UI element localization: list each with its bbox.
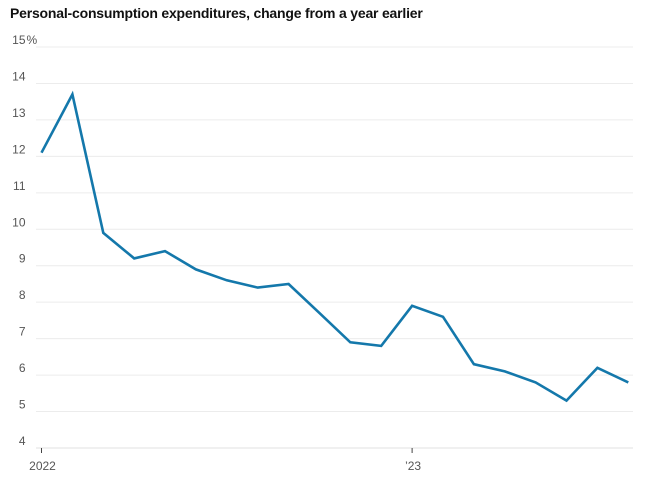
y-tick-label: 13 bbox=[12, 106, 26, 120]
pce-data-line bbox=[40, 90, 629, 403]
x-tick-label: 2022 bbox=[29, 459, 56, 473]
y-tick-label: 15 bbox=[12, 33, 26, 47]
y-axis-unit-label: % bbox=[27, 33, 38, 47]
chart-title: Personal-consumption expenditures, chang… bbox=[10, 5, 423, 21]
x-tick-label: ’23 bbox=[405, 459, 421, 473]
y-tick-label: 11 bbox=[13, 179, 26, 193]
y-tick-label: 12 bbox=[12, 142, 26, 156]
y-tick-label: 9 bbox=[19, 252, 26, 266]
y-tick-label: 8 bbox=[19, 288, 26, 302]
y-tick-label: 6 bbox=[19, 361, 26, 375]
y-tick-label: 10 bbox=[12, 215, 26, 229]
y-tick-label: 4 bbox=[19, 434, 26, 448]
y-tick-label: 7 bbox=[19, 325, 26, 339]
y-tick-label: 14 bbox=[12, 69, 26, 83]
y-tick-label: 5 bbox=[19, 398, 26, 412]
